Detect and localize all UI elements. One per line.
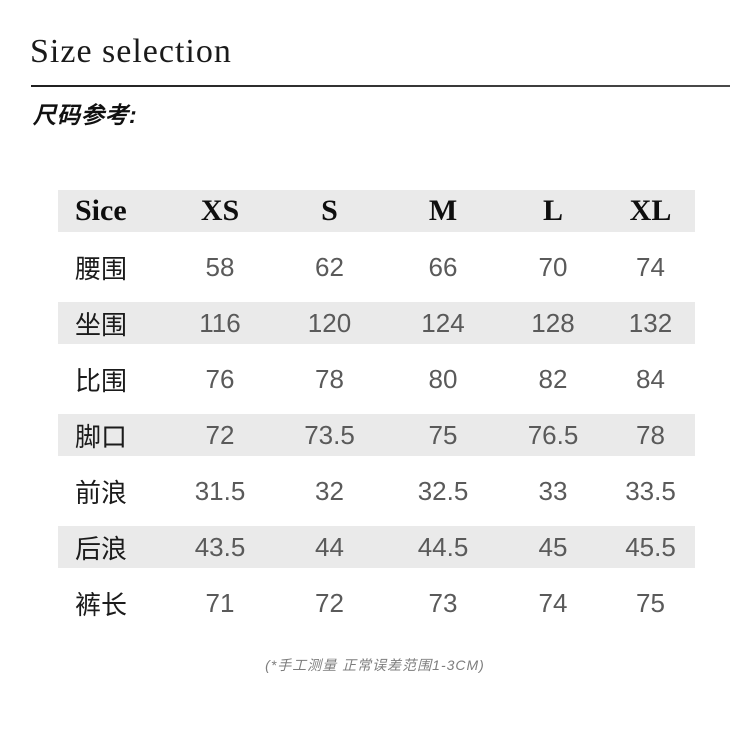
cell-value: 73 xyxy=(428,587,458,618)
header-col-xs: XS xyxy=(200,194,240,227)
table-row-front-rise: 前浪 31.5 32 32.5 33 33.5 xyxy=(58,470,695,512)
row-label: 前浪 xyxy=(75,477,128,508)
cell-value: 33 xyxy=(538,475,568,506)
cell-value: 58 xyxy=(205,251,235,282)
row-label: 坐围 xyxy=(75,309,128,340)
cell-value: 32 xyxy=(315,475,344,506)
size-reference-heading: 尺码参考: xyxy=(33,102,138,128)
header-col-m: M xyxy=(428,194,458,227)
cell-value: 66 xyxy=(428,251,458,282)
cell-value: 78 xyxy=(315,363,344,394)
cell-value: 62 xyxy=(315,251,344,282)
table-header-row: Sice XS S M L XL xyxy=(58,190,695,232)
header-size-label: Sice xyxy=(75,194,127,227)
cell-value: 31.5 xyxy=(194,475,246,506)
header-col-s: S xyxy=(321,194,338,227)
row-label: 裤长 xyxy=(75,589,128,620)
row-label: 后浪 xyxy=(75,533,128,564)
row-label: 脚口 xyxy=(75,421,128,452)
row-label: 腰围 xyxy=(75,253,128,284)
cell-value: 44 xyxy=(315,531,344,562)
header-col-xl: XL xyxy=(629,194,672,227)
cell-value: 33.5 xyxy=(625,475,676,506)
cell-value: 45.5 xyxy=(625,531,676,562)
table-row-pants-length: 裤长 71 72 73 74 75 xyxy=(58,582,695,624)
cell-value: 73.5 xyxy=(304,419,355,450)
cell-value: 72 xyxy=(205,419,235,450)
cell-value: 75 xyxy=(636,587,665,618)
measurement-disclaimer: (*手工测量 正常误差范围1-3CM) xyxy=(265,657,485,673)
cell-value: 82 xyxy=(538,363,568,394)
cell-value: 74 xyxy=(636,251,665,282)
table-row-waist: 腰围 58 62 66 70 74 xyxy=(58,246,695,288)
cell-value: 71 xyxy=(205,587,235,618)
table-row-seat: 坐围 116 120 124 128 132 xyxy=(58,302,695,344)
cell-value: 75 xyxy=(428,419,458,450)
cell-value: 124 xyxy=(421,307,465,338)
cell-value: 128 xyxy=(531,307,575,338)
table-row-leg-opening: 脚口 72 73.5 75 76.5 78 xyxy=(58,414,695,456)
cell-value: 76 xyxy=(205,363,235,394)
cell-value: 72 xyxy=(315,587,344,618)
cell-value: 74 xyxy=(538,587,568,618)
title-divider xyxy=(31,85,730,87)
cell-value: 116 xyxy=(199,307,241,338)
cell-value: 132 xyxy=(628,307,673,338)
cell-value: 120 xyxy=(307,307,352,338)
cell-value: 78 xyxy=(636,419,665,450)
row-label: 比围 xyxy=(75,365,128,396)
cell-value: 44.5 xyxy=(417,531,469,562)
size-chart-table: Sice XS S M L XL 腰围 58 62 66 70 74 坐围 11… xyxy=(58,190,695,638)
cell-value: 32.5 xyxy=(417,475,469,506)
header-col-l: L xyxy=(542,194,563,227)
cell-value: 70 xyxy=(538,251,568,282)
table-row-thigh: 比围 76 78 80 82 84 xyxy=(58,358,695,400)
page-title: Size selection xyxy=(30,33,232,70)
table-row-back-rise: 后浪 43.5 44 44.5 45 45.5 xyxy=(58,526,695,568)
cell-value: 84 xyxy=(636,363,665,394)
cell-value: 45 xyxy=(538,531,568,562)
cell-value: 76.5 xyxy=(527,419,579,450)
cell-value: 43.5 xyxy=(194,531,246,562)
cell-value: 80 xyxy=(428,363,458,394)
